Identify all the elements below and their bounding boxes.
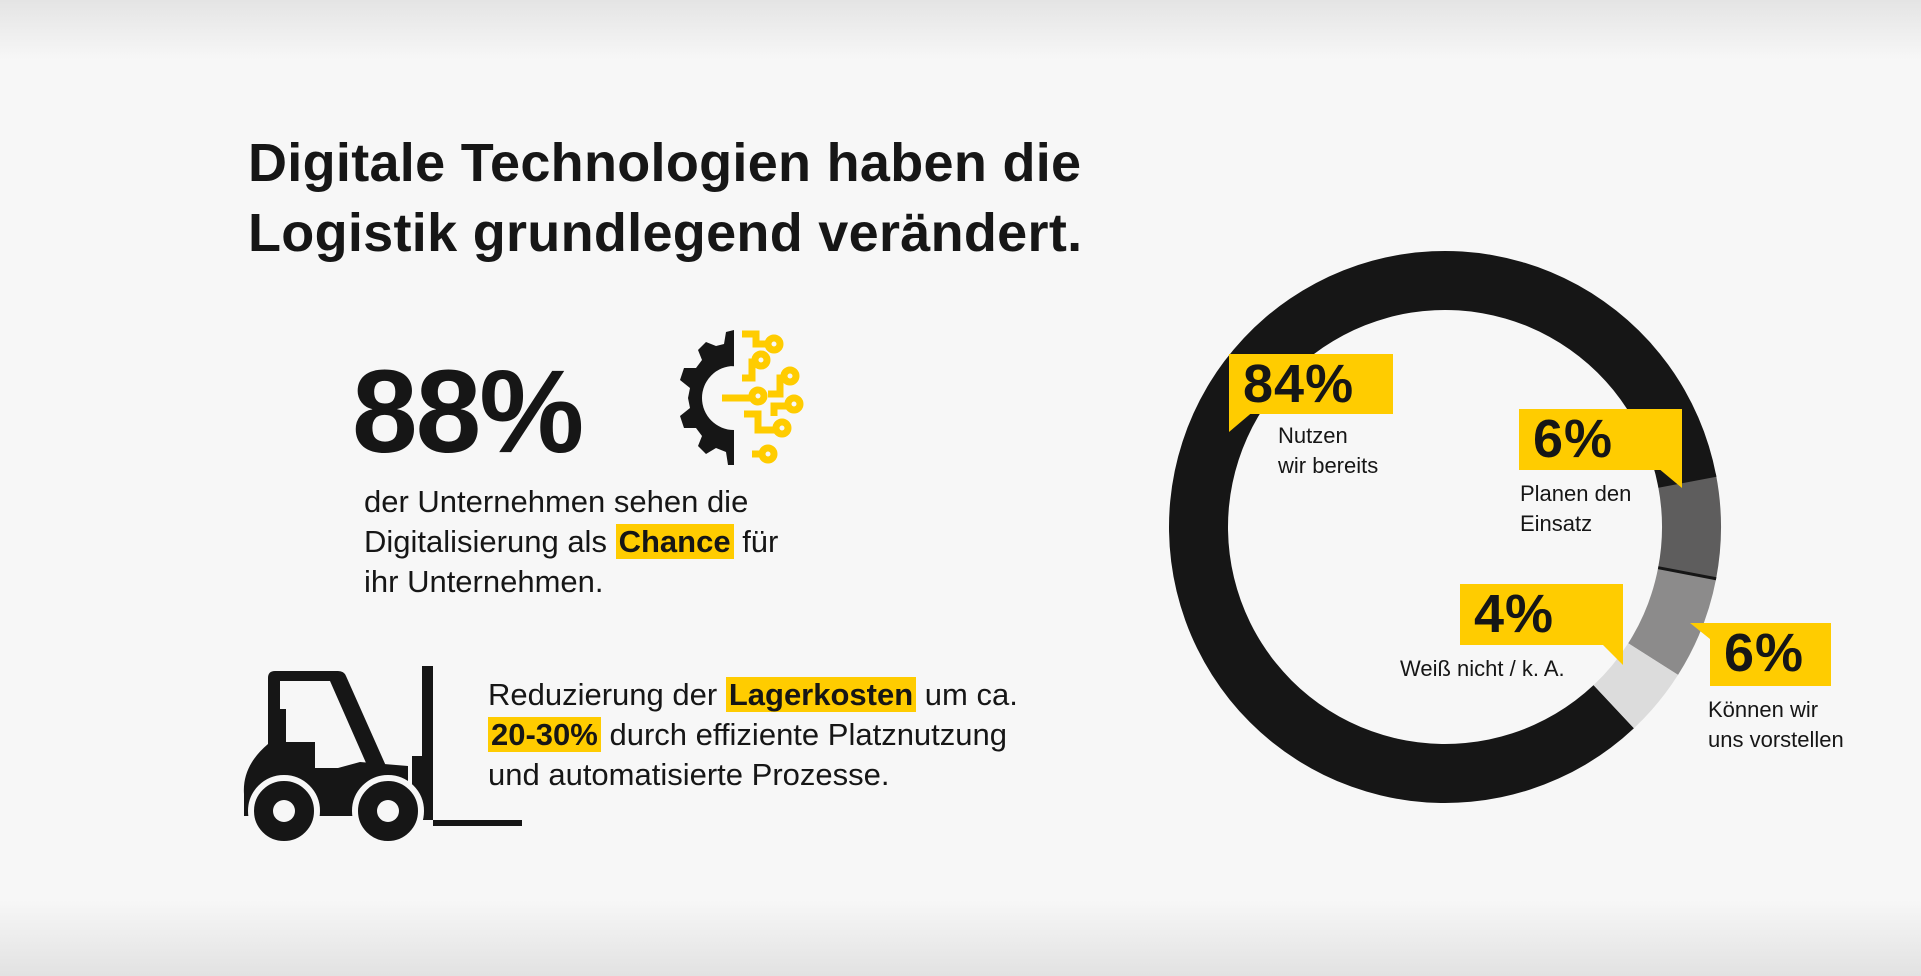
callout-tail-0 — [1229, 410, 1255, 432]
value-label-2: 6% — [1710, 623, 1831, 686]
stat1-line-1: der Unternehmen sehen die — [364, 484, 749, 519]
stat2-line-3: und automatisierte Prozesse. — [488, 757, 890, 792]
category-label-0-line-2: wir bereits — [1278, 453, 1379, 478]
category-label-0: Nutzen wir bereits — [1278, 421, 1378, 481]
donut-segment-3 — [1593, 643, 1679, 729]
stat2-line-1-pre: Reduzierung der — [488, 677, 718, 712]
highlight-chance: Chance — [615, 524, 734, 559]
highlight-20-30: 20-30% — [488, 717, 601, 752]
stat1-line-3: ihr Unternehmen. — [364, 564, 604, 599]
category-label-1: Planen den Einsatz — [1520, 479, 1631, 539]
value-label-1: 6% — [1519, 409, 1682, 470]
gear-circuit-icon — [680, 330, 804, 465]
highlight-lagerkosten: Lagerkosten — [725, 677, 917, 712]
donut-segment-2 — [1628, 567, 1717, 675]
forklift-icon — [243, 666, 522, 847]
donut-segment-1 — [1658, 475, 1722, 579]
category-label-2-line-2: uns vorstellen — [1708, 727, 1844, 752]
category-label-1-line-1: Planen den — [1520, 481, 1632, 506]
category-label-2: Können wir uns vorstellen — [1708, 695, 1844, 755]
category-label-0-line-1: Nutzen — [1278, 423, 1348, 448]
stat2-description: Reduzierung der Lagerkosten um ca. 20-30… — [488, 675, 1018, 795]
page-title: Digitale Technologien haben die Logistik… — [248, 128, 1082, 268]
stat2-line-1-post: um ca. — [924, 677, 1018, 712]
stat-88-value: 88% — [352, 346, 584, 478]
title-line-2: Logistik grundlegend verändert. — [248, 203, 1083, 263]
segment-divider-0 — [1657, 473, 1717, 488]
category-label-3: Weiß nicht / k. A. — [1400, 654, 1565, 684]
stat1-line-2-pre: Digitalisierung als — [364, 524, 607, 559]
callout-tail-3 — [1601, 643, 1623, 665]
stat1-line-2-post: für — [742, 524, 779, 559]
segment-divider-1 — [1657, 566, 1717, 581]
value-label-0: 84% — [1229, 354, 1393, 414]
title-line-1: Digitale Technologien haben die — [248, 133, 1082, 193]
category-label-1-line-2: Einsatz — [1520, 511, 1593, 536]
stat1-description: der Unternehmen sehen die Digitalisierun… — [364, 482, 778, 602]
value-label-3: 4% — [1460, 584, 1623, 645]
category-label-2-line-1: Können wir — [1708, 697, 1819, 722]
stat2-line-2-post: durch effiziente Platznutzung — [609, 717, 1008, 752]
category-label-3-line-1: Weiß nicht / k. A. — [1400, 656, 1565, 681]
callout-tail-1 — [1658, 468, 1682, 488]
